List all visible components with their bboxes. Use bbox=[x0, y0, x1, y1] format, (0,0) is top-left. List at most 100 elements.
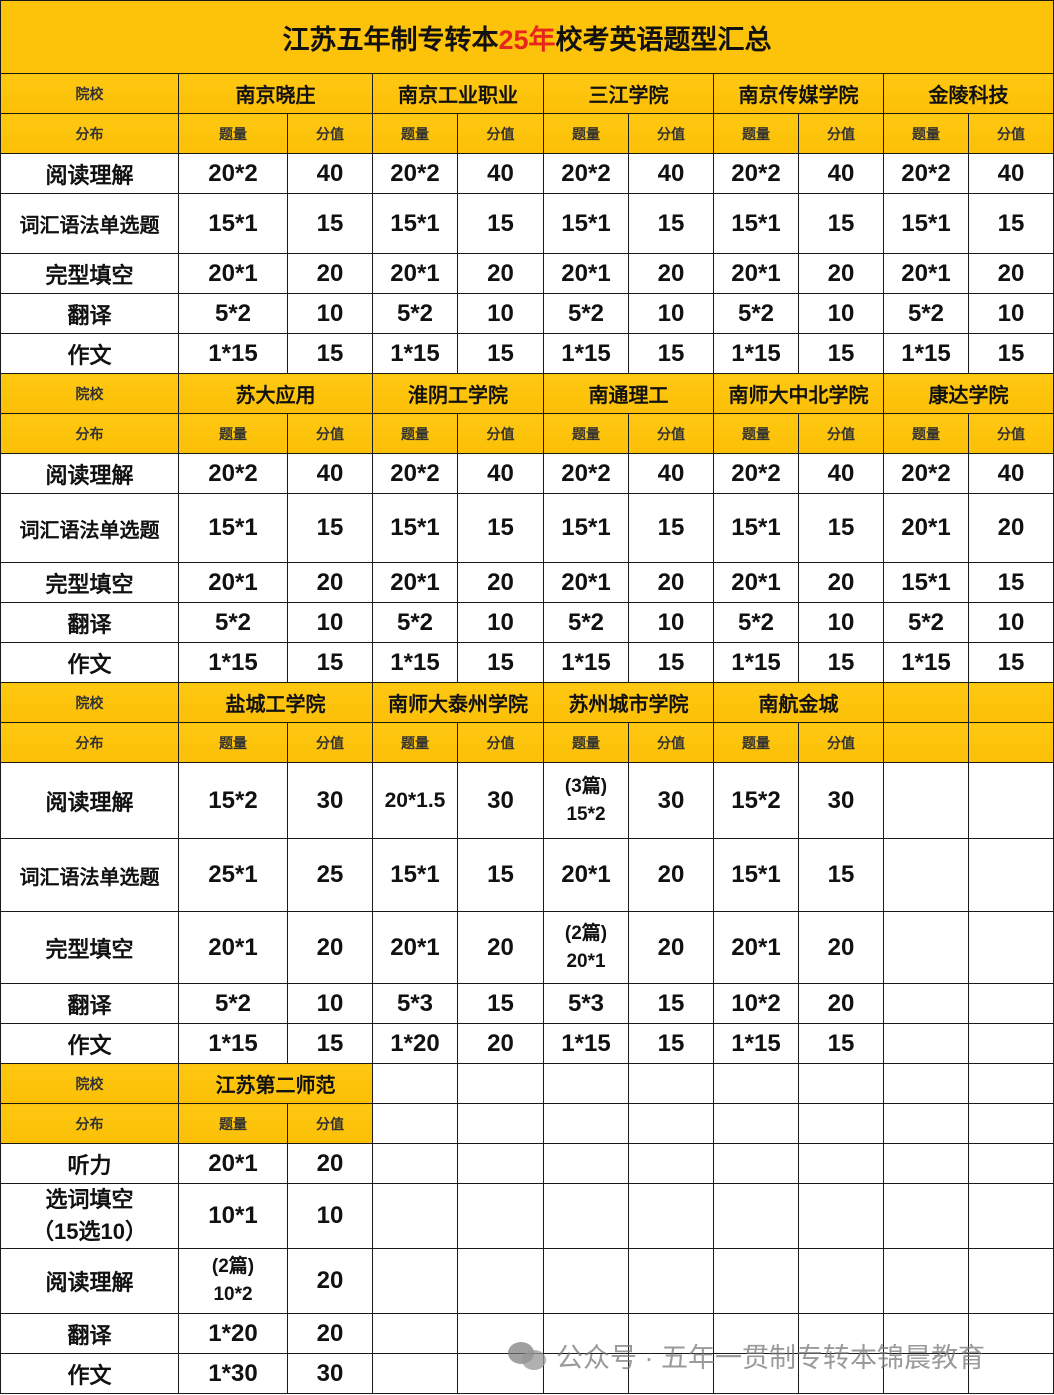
quantity-cell: 20*2 bbox=[883, 453, 969, 494]
quantity-cell: 20*2 bbox=[178, 153, 288, 194]
quantity-cell: 15*2 bbox=[178, 762, 288, 839]
college-name: 南京工业职业 bbox=[372, 73, 544, 114]
table-row: 阅读理解 (2篇) 10*2 20 bbox=[0, 1248, 1054, 1314]
score-cell: 20 bbox=[287, 562, 373, 603]
question-type-label: 翻译 bbox=[0, 1313, 179, 1354]
score-cell: 20 bbox=[967, 493, 1054, 563]
score-cell: 15 bbox=[628, 642, 714, 683]
score-cell: 25 bbox=[287, 838, 373, 912]
question-type-label: 完型填空 bbox=[0, 253, 179, 294]
watermark: 公众号 · 五年一贯制专转本锦晨教育 bbox=[508, 1336, 985, 1375]
table-row: 听力 20*1 20 bbox=[0, 1143, 1054, 1184]
score-header: 分值 bbox=[457, 113, 544, 154]
question-type-label: 阅读理解 bbox=[0, 453, 179, 494]
score-cell: 20 bbox=[628, 911, 714, 984]
question-type-label: 作文 bbox=[0, 333, 179, 374]
quantity-cell: 1*15 bbox=[883, 642, 969, 683]
quantity-cell: 1*20 bbox=[372, 1023, 458, 1064]
empty-cell bbox=[883, 1248, 969, 1314]
quantity-cell: (2篇) 10*2 bbox=[178, 1248, 288, 1314]
empty-cell bbox=[543, 1248, 629, 1314]
college-header-row: 院校 苏大应用 淮阴工学院 南通理工 南师大中北学院 康达学院 bbox=[0, 373, 1054, 414]
quantity-header: 题量 bbox=[372, 113, 458, 154]
distribution-header-row: 分布 题量 分值 bbox=[0, 1103, 1054, 1144]
score-cell: 40 bbox=[967, 153, 1054, 194]
quantity-cell: 5*2 bbox=[543, 293, 629, 334]
score-cell: 30 bbox=[457, 762, 544, 839]
quantity-cell: 5*2 bbox=[713, 602, 799, 643]
score-cell: 15 bbox=[798, 493, 884, 563]
question-type-label: 选词填空 （15选10） bbox=[0, 1183, 179, 1249]
quantity-cell: 5*2 bbox=[883, 602, 969, 643]
quantity-cell: 1*15 bbox=[543, 642, 629, 683]
quantity-cell: 20*1 bbox=[178, 253, 288, 294]
quantity-cell: 5*2 bbox=[713, 293, 799, 334]
question-type-label: 作文 bbox=[0, 1353, 179, 1394]
question-type-label: 作文 bbox=[0, 642, 179, 683]
quantity-cell: 15*1 bbox=[178, 493, 288, 563]
score-cell: 20 bbox=[287, 1313, 373, 1354]
school-label: 院校 bbox=[0, 1063, 179, 1104]
empty-cell bbox=[372, 1103, 458, 1144]
quantity-header: 题量 bbox=[883, 113, 969, 154]
score-cell: 15 bbox=[798, 333, 884, 374]
table-row: 完型填空 20*1 20 20*1 20 20*1 20 20*1 20 20*1 20 bbox=[0, 253, 1054, 294]
score-cell: 20 bbox=[798, 911, 884, 984]
distribution-label: 分布 bbox=[0, 1103, 179, 1144]
quantity-cell: 1*15 bbox=[713, 1023, 799, 1064]
score-header: 分值 bbox=[628, 722, 714, 763]
score-cell: 20 bbox=[287, 253, 373, 294]
quantity-header: 题量 bbox=[713, 413, 799, 454]
quantity-cell: 5*2 bbox=[883, 293, 969, 334]
score-cell: 20 bbox=[798, 253, 884, 294]
watermark-text: 公众号 · 五年一贯制专转本锦晨教育 bbox=[556, 1343, 985, 1373]
quantity-header: 题量 bbox=[883, 413, 969, 454]
empty-cell bbox=[798, 1248, 884, 1314]
score-cell: 20 bbox=[628, 838, 714, 912]
college-name: 南师大泰州学院 bbox=[372, 682, 544, 723]
quantity-cell: 20*2 bbox=[883, 153, 969, 194]
quantity-cell: 20*2 bbox=[543, 453, 629, 494]
empty-cell bbox=[883, 1313, 969, 1354]
quantity-header: 题量 bbox=[178, 722, 288, 763]
quantity-cell: 25*1 bbox=[178, 838, 288, 912]
college-name: 苏大应用 bbox=[178, 373, 373, 414]
college-name: 金陵科技 bbox=[882, 73, 1054, 114]
school-label: 院校 bbox=[0, 373, 179, 414]
score-cell: 10 bbox=[287, 602, 373, 643]
quantity-cell: 5*2 bbox=[178, 983, 288, 1024]
score-cell: 20 bbox=[457, 562, 544, 603]
score-header: 分值 bbox=[457, 722, 544, 763]
empty-cell bbox=[967, 911, 1054, 984]
quantity-cell: 1*15 bbox=[372, 333, 458, 374]
empty-cell bbox=[628, 1353, 714, 1394]
table-row: 阅读理解 20*2 40 20*2 40 20*2 40 20*2 40 20*2 40 bbox=[0, 453, 1054, 494]
empty-cell bbox=[883, 1023, 969, 1064]
score-cell: 40 bbox=[628, 153, 714, 194]
score-cell: 10 bbox=[457, 293, 544, 334]
empty-cell bbox=[372, 1183, 458, 1249]
score-cell: 15 bbox=[457, 642, 544, 683]
empty-cell bbox=[967, 722, 1054, 763]
quantity-cell: 20*1 bbox=[543, 838, 629, 912]
quantity-cell: 20*2 bbox=[713, 153, 799, 194]
empty-cell bbox=[883, 722, 969, 763]
table-row: 阅读理解 15*2 30 20*1.5 30 (3篇) 15*2 30 15*2 30 bbox=[0, 762, 1054, 839]
score-cell: 15 bbox=[798, 193, 884, 254]
score-cell: 15 bbox=[457, 193, 544, 254]
quantity-cell: 5*2 bbox=[372, 293, 458, 334]
quantity-cell: 15*2 bbox=[713, 762, 799, 839]
table-row: 词汇语法单选题 25*1 25 15*1 15 20*1 20 15*1 15 bbox=[0, 838, 1054, 912]
score-header: 分值 bbox=[287, 413, 373, 454]
question-type-label: 翻译 bbox=[0, 293, 179, 334]
score-header: 分值 bbox=[287, 722, 373, 763]
quantity-cell: 1*15 bbox=[883, 333, 969, 374]
empty-cell bbox=[883, 1103, 969, 1144]
score-cell: 15 bbox=[457, 983, 544, 1024]
quantity-cell: 15*1 bbox=[713, 493, 799, 563]
page-title: 江苏五年制专转本25年校考英语题型汇总 bbox=[0, 0, 1054, 74]
quantity-header: 题量 bbox=[543, 113, 629, 154]
quantity-cell: 20*1 bbox=[713, 253, 799, 294]
score-cell: 30 bbox=[287, 762, 373, 839]
